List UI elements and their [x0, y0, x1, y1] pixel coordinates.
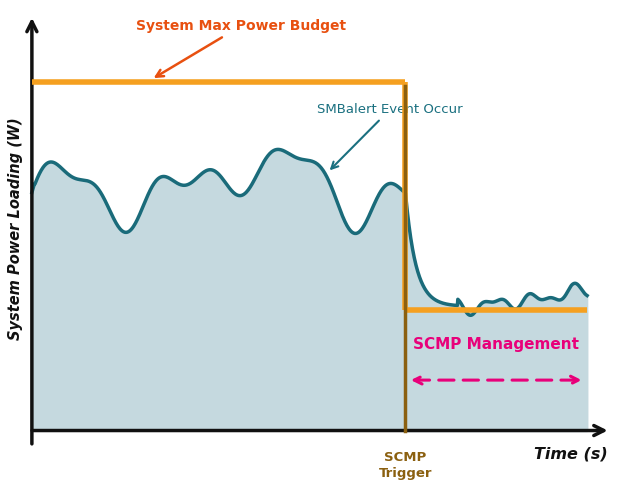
- Text: Time (s): Time (s): [534, 447, 608, 462]
- Text: System Power Loading (W): System Power Loading (W): [8, 118, 23, 340]
- Polygon shape: [405, 309, 587, 430]
- Text: SMBalert Event Occur: SMBalert Event Occur: [317, 103, 463, 169]
- Text: SCMP Management: SCMP Management: [414, 337, 579, 352]
- Text: SCMP
Trigger: SCMP Trigger: [379, 451, 432, 480]
- Text: System Max Power Budget: System Max Power Budget: [136, 19, 346, 77]
